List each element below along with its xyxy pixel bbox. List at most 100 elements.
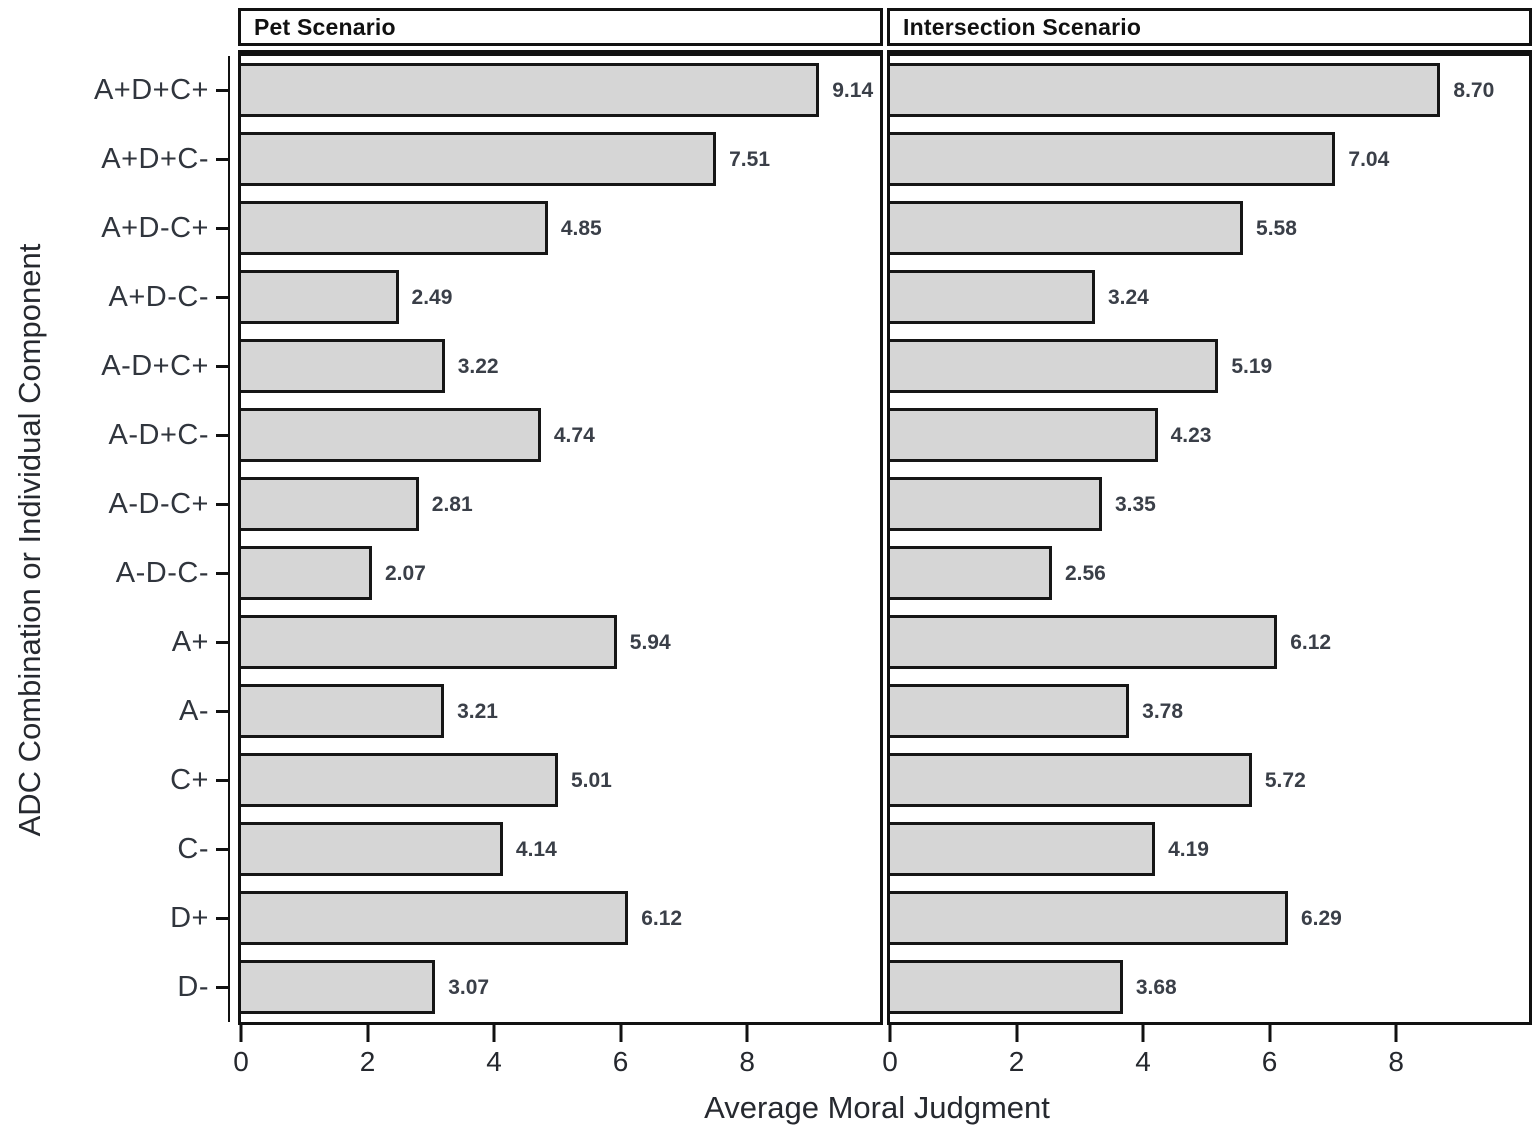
category-label: A- (179, 695, 209, 727)
bar-row: 4.23 (890, 401, 1529, 470)
bar-value-label: 9.14 (832, 78, 874, 102)
bar (241, 615, 617, 669)
panel-pet-scenario: Pet Scenario 9.14 7.51 4.85 2.49 3.22 4.74 2.8… (233, 8, 883, 1087)
bar-value-label: 6.12 (1290, 630, 1332, 654)
bar-value-label: 5.19 (1231, 354, 1273, 378)
bar-row: 3.22 (241, 332, 880, 401)
bar (890, 960, 1123, 1014)
x-tick-label: 4 (486, 1046, 502, 1077)
bar-row: 3.21 (241, 677, 880, 746)
x-tick-label: 8 (739, 1046, 755, 1077)
y-tick-mark (216, 227, 230, 230)
bar (890, 132, 1336, 186)
x-tick-mark (888, 1025, 892, 1042)
x-tick-label: 6 (612, 1046, 629, 1077)
bar-value-label: 5.58 (1256, 216, 1297, 240)
x-tick-mark (492, 1025, 496, 1042)
bar (890, 753, 1252, 807)
category-row: A- (64, 677, 230, 746)
x-axis-title: Average Moral Judgment (704, 1090, 1050, 1125)
bar-value-label: 8.70 (1453, 78, 1495, 102)
y-axis-title: ADC Combination or Individual Component (12, 243, 47, 837)
panel-header-intersection: Intersection Scenario (887, 8, 1532, 46)
y-tick-mark (216, 158, 230, 161)
bar-value-label: 4.23 (1170, 423, 1212, 447)
category-label: A+D+C- (101, 143, 209, 175)
category-label: C+ (170, 764, 209, 796)
category-label: A-D-C+ (108, 488, 209, 520)
category-row: A+D+C- (64, 125, 230, 194)
chart-body: A+D+C+ A+D+C- A+D-C+ A+D-C- A-D+C+ A-D+C- A-D-… (64, 8, 1532, 1087)
bar (890, 201, 1244, 255)
x-tick-label: 6 (1261, 1046, 1278, 1077)
bar (241, 132, 717, 186)
bar-value-label: 2.56 (1064, 561, 1106, 585)
bar-value-label: 4.14 (515, 837, 557, 861)
bar-row: 4.85 (241, 194, 880, 263)
x-tick-mark (366, 1025, 370, 1042)
bar-row: 2.81 (241, 470, 880, 539)
category-row: D+ (64, 884, 230, 953)
bar-row: 5.19 (890, 332, 1529, 401)
bar-value-label: 4.85 (560, 216, 602, 240)
bar-value-label: 3.22 (457, 354, 499, 378)
x-tick-mark (1268, 1025, 1272, 1042)
category-row: A+D-C+ (64, 194, 230, 263)
x-tick-mark (239, 1025, 243, 1042)
category-row: A+D-C- (64, 263, 230, 332)
category-row: A-D+C+ (64, 332, 230, 401)
y-tick-mark (216, 365, 230, 368)
bar-value-label: 5.72 (1264, 768, 1306, 792)
y-tick-mark (216, 779, 230, 782)
category-row: A-D-C- (64, 539, 230, 608)
bar (890, 615, 1278, 669)
bar (241, 270, 399, 324)
category-row: C+ (64, 746, 230, 815)
intersection-scenario-plot: 8.70 7.04 5.58 3.24 5.19 4.23 3.35 2.56 6.12 3.78… (887, 50, 1532, 1025)
category-label: D+ (170, 902, 209, 934)
x-tick-mark (745, 1025, 749, 1042)
x-tick-label: 0 (882, 1046, 898, 1077)
category-label: A-D+C+ (101, 350, 209, 382)
bar-row: 4.14 (241, 815, 880, 884)
bar (890, 546, 1052, 600)
category-row: A+D+C+ (64, 56, 230, 125)
x-tick-label: 0 (233, 1046, 249, 1077)
bar (241, 477, 419, 531)
bar-row: 7.51 (241, 125, 880, 194)
bar-row: 3.68 (890, 953, 1529, 1022)
panel-header-pet: Pet Scenario (238, 8, 883, 46)
bar-row: 3.07 (241, 953, 880, 1022)
bar-value-label: 2.07 (384, 561, 426, 585)
bar-row: 3.24 (890, 263, 1529, 332)
y-tick-mark (216, 986, 230, 989)
bar-value-label: 3.35 (1114, 492, 1156, 516)
bar (241, 960, 436, 1014)
pet-scenario-plot: 9.14 7.51 4.85 2.49 3.22 4.74 2.81 2.07 5.94 3.21… (238, 50, 883, 1025)
x-tick-label: 4 (1135, 1046, 1151, 1077)
bar-row: 5.94 (241, 608, 880, 677)
category-label: A+D-C- (108, 281, 209, 313)
category-row: D- (64, 953, 230, 1022)
category-row: A-D+C- (64, 401, 230, 470)
bar-value-label: 6.12 (641, 906, 683, 930)
bar-row: 2.49 (241, 263, 880, 332)
category-label: D- (177, 971, 209, 1003)
category-label: A+D+C+ (93, 74, 209, 106)
y-tick-mark (216, 296, 230, 299)
bar-value-label: 2.49 (411, 285, 453, 309)
bar (241, 822, 503, 876)
y-tick-mark (216, 917, 230, 920)
y-tick-mark (216, 572, 230, 575)
category-row: C- (64, 815, 230, 884)
y-tick-mark (216, 710, 230, 713)
bar (241, 546, 372, 600)
x-tick-mark (1394, 1025, 1398, 1042)
bar-value-label: 2.81 (431, 492, 473, 516)
x-tick-mark (619, 1025, 623, 1042)
bar-row: 5.72 (890, 746, 1529, 815)
bar-value-label: 6.29 (1300, 906, 1342, 930)
bar-value-label: 4.74 (553, 423, 595, 447)
bar (890, 270, 1095, 324)
